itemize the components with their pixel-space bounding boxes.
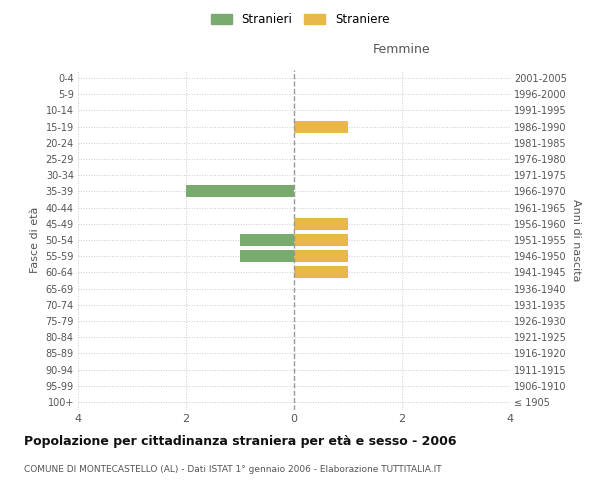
- Text: Popolazione per cittadinanza straniera per età e sesso - 2006: Popolazione per cittadinanza straniera p…: [24, 435, 457, 448]
- Bar: [186, 186, 294, 198]
- Y-axis label: Anni di nascita: Anni di nascita: [571, 198, 581, 281]
- Bar: [294, 120, 348, 132]
- Bar: [294, 250, 348, 262]
- Bar: [294, 218, 348, 230]
- Bar: [294, 266, 348, 278]
- Text: Femmine: Femmine: [373, 44, 431, 57]
- Bar: [240, 234, 294, 246]
- Bar: [294, 234, 348, 246]
- Legend: Stranieri, Straniere: Stranieri, Straniere: [206, 8, 394, 31]
- Bar: [240, 250, 294, 262]
- Y-axis label: Fasce di età: Fasce di età: [30, 207, 40, 273]
- Text: COMUNE DI MONTECASTELLO (AL) - Dati ISTAT 1° gennaio 2006 - Elaborazione TUTTITA: COMUNE DI MONTECASTELLO (AL) - Dati ISTA…: [24, 465, 442, 474]
